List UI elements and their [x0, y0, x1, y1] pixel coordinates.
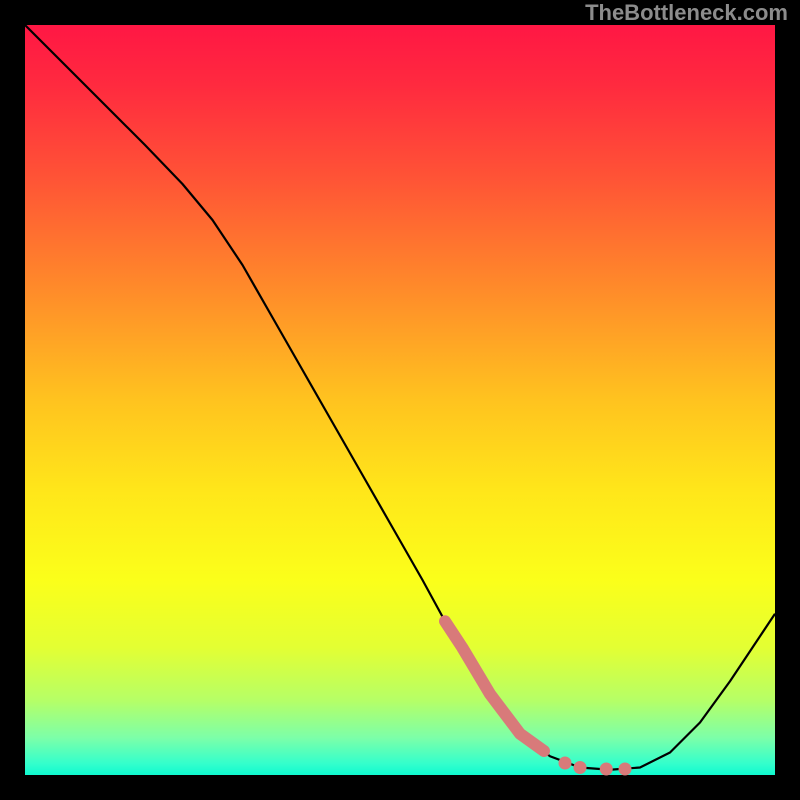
chart-frame: TheBottleneck.com [0, 0, 800, 800]
watermark-text: TheBottleneck.com [585, 0, 788, 26]
highlight-dot [619, 763, 632, 776]
highlight-dot [574, 761, 587, 774]
highlight-dot [559, 757, 572, 770]
highlight-dot [600, 763, 613, 776]
bottleneck-chart [0, 0, 800, 800]
